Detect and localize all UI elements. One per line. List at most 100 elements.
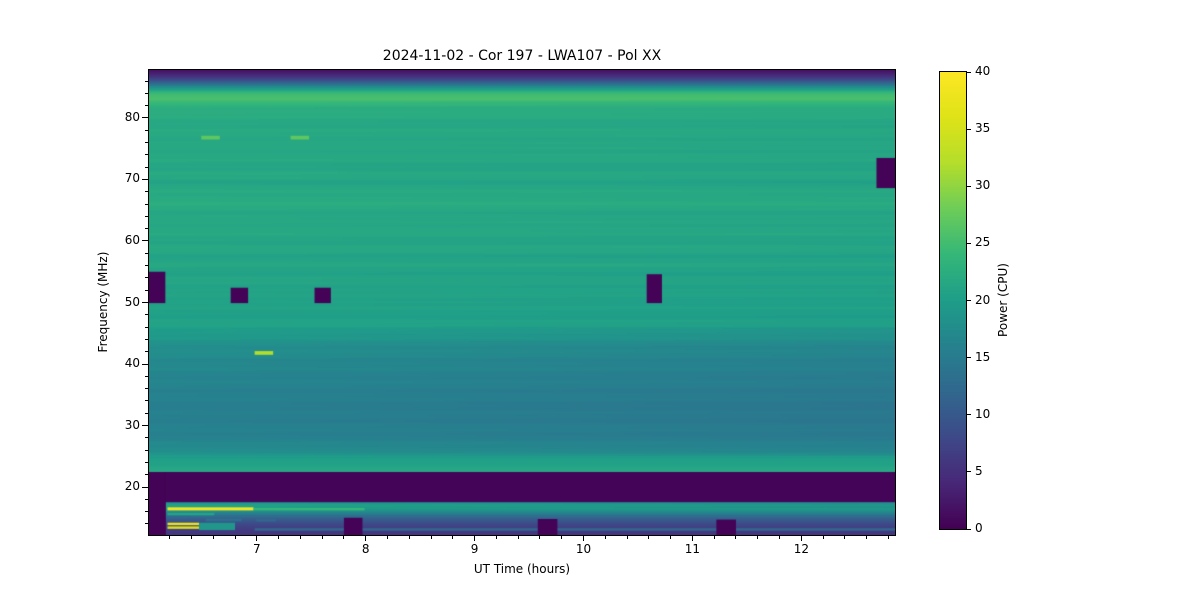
y-minor-tick xyxy=(145,400,148,402)
x-minor-tick xyxy=(408,536,410,539)
y-major-tick xyxy=(142,486,148,488)
y-minor-tick xyxy=(145,474,148,476)
x-minor-tick xyxy=(278,536,280,539)
colorbar-tick xyxy=(967,357,971,359)
x-minor-tick xyxy=(866,536,868,539)
y-minor-tick xyxy=(145,129,148,131)
y-minor-tick xyxy=(145,449,148,451)
y-tick-label: 40 xyxy=(124,356,140,370)
y-major-tick xyxy=(142,302,148,303)
x-minor-tick xyxy=(779,536,781,539)
x-tick-label: 11 xyxy=(684,542,701,556)
x-minor-tick xyxy=(887,536,889,539)
colorbar-tick xyxy=(967,414,971,416)
x-minor-tick xyxy=(234,536,236,539)
y-minor-tick xyxy=(145,388,148,390)
colorbar-tick xyxy=(967,528,971,530)
y-tick-label: 70 xyxy=(124,171,140,186)
y-minor-tick xyxy=(145,228,148,230)
y-major-tick xyxy=(142,117,148,119)
y-minor-tick xyxy=(145,351,148,353)
x-tick-label: 9 xyxy=(470,542,479,556)
x-minor-tick xyxy=(517,536,519,539)
y-minor-tick xyxy=(145,142,148,144)
y-major-tick xyxy=(142,178,148,180)
plot-spine xyxy=(148,69,896,536)
x-minor-tick xyxy=(626,536,628,539)
x-minor-tick xyxy=(495,536,497,539)
y-minor-tick xyxy=(145,154,148,156)
colorbar-gradient xyxy=(940,72,966,529)
colorbar-tick xyxy=(967,128,971,130)
x-tick-label: 8 xyxy=(361,542,370,556)
x-major-tick xyxy=(800,536,802,541)
y-major-tick xyxy=(142,363,148,365)
x-tick-label: 7 xyxy=(252,542,261,556)
y-minor-tick xyxy=(145,338,148,340)
x-minor-tick xyxy=(735,536,737,539)
x-minor-tick xyxy=(387,536,388,539)
y-tick-label: 30 xyxy=(124,417,140,432)
x-minor-tick xyxy=(452,536,454,539)
y-minor-tick xyxy=(145,80,148,82)
x-minor-tick xyxy=(604,536,606,539)
colorbar-tick-label: 30 xyxy=(975,178,991,193)
colorbar-tick-label: 10 xyxy=(975,406,991,421)
x-minor-tick xyxy=(190,536,192,539)
x-major-tick xyxy=(474,536,476,541)
spectrogram-heatmap xyxy=(149,70,895,535)
y-minor-tick xyxy=(145,511,148,513)
y-major-tick xyxy=(142,425,148,427)
y-minor-tick xyxy=(145,461,148,463)
y-minor-tick xyxy=(145,277,148,279)
x-minor-tick xyxy=(299,536,301,539)
x-minor-tick xyxy=(822,536,824,539)
colorbar-tick xyxy=(967,300,971,301)
x-minor-tick xyxy=(713,536,715,539)
x-minor-tick xyxy=(757,536,759,539)
x-minor-tick xyxy=(648,536,650,539)
y-minor-tick xyxy=(145,92,148,94)
colorbar-spine xyxy=(939,71,967,530)
y-minor-tick xyxy=(145,412,148,414)
y-tick-label: 80 xyxy=(124,109,140,124)
y-minor-tick xyxy=(145,265,148,267)
colorbar-tick xyxy=(967,242,971,244)
y-major-tick xyxy=(142,240,148,242)
x-major-tick xyxy=(583,536,585,541)
y-minor-tick xyxy=(145,314,148,316)
y-minor-tick xyxy=(145,498,148,500)
y-minor-tick xyxy=(145,203,148,205)
colorbar-tick xyxy=(967,471,971,473)
colorbar-tick-label: 35 xyxy=(975,121,991,136)
y-minor-tick xyxy=(145,326,148,328)
y-minor-tick xyxy=(145,375,148,377)
colorbar-tick xyxy=(967,185,971,187)
y-minor-tick xyxy=(145,215,148,217)
x-minor-tick xyxy=(321,536,323,539)
y-minor-tick xyxy=(145,437,148,439)
x-minor-tick xyxy=(844,536,846,539)
colorbar-tick-label: 40 xyxy=(975,64,991,78)
x-minor-tick xyxy=(561,536,563,539)
x-minor-tick xyxy=(539,536,541,539)
colorbar-tick-label: 0 xyxy=(975,521,983,535)
y-minor-tick xyxy=(145,105,148,107)
x-minor-tick xyxy=(343,536,345,539)
x-minor-tick xyxy=(212,536,214,539)
colorbar-tick xyxy=(967,71,971,73)
colorbar-tick-label: 25 xyxy=(975,235,991,250)
x-minor-tick xyxy=(169,536,171,539)
x-axis-label: UT Time (hours) xyxy=(473,562,571,576)
y-minor-tick xyxy=(145,252,148,254)
y-minor-tick xyxy=(145,191,148,193)
plot-title: 2024-11-02 - Cor 197 - LWA107 - Pol XX xyxy=(382,48,662,64)
x-major-tick xyxy=(365,536,367,541)
y-minor-tick xyxy=(145,523,148,525)
y-tick-label: 50 xyxy=(124,294,140,309)
x-minor-tick xyxy=(430,536,432,539)
colorbar-tick-label: 5 xyxy=(975,463,983,478)
y-tick-label: 20 xyxy=(124,479,140,494)
colorbar-tick-label: 20 xyxy=(975,292,991,307)
